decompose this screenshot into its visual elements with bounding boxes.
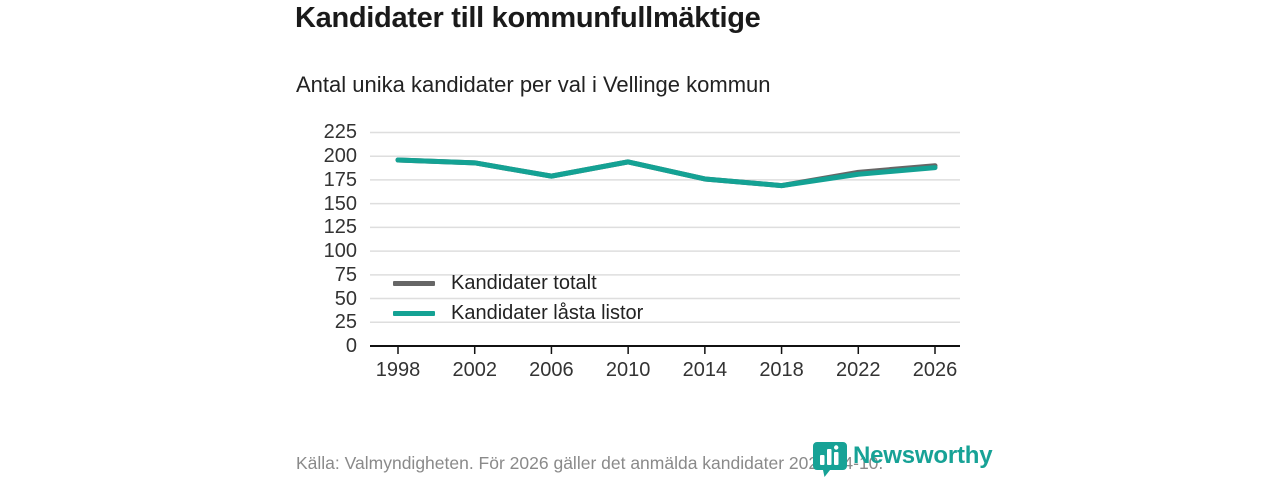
y-tick-label-50: 50 [334,287,357,310]
plot-area [370,131,960,354]
y-tick-label-175: 175 [323,168,357,191]
legend-label-totalt: Kandidater totalt [451,271,597,294]
y-tick-label-125: 125 [323,216,357,239]
legend-label-lasta-listor: Kandidater låsta listor [451,301,644,324]
y-tick-label-225: 225 [323,121,357,144]
legend-item-kandidater-lasta-listor: Kandidater låsta listor [393,298,643,328]
series-line-1 [395,157,938,189]
chart-subtitle: Antal unika kandidater per val i Velling… [296,72,771,97]
y-tick-label-150: 150 [323,192,357,215]
x-tick-label-2006: 2006 [529,359,574,381]
y-tick-label-0: 0 [345,335,357,357]
legend-swatch-lasta-listor [393,310,435,316]
x-tick-label-2002: 2002 [452,359,497,381]
source-note: Källa: Valmyndigheten. För 2026 gäller d… [296,453,884,473]
chart-legend: Kandidater totalt Kandidater låsta listo… [393,268,643,328]
chart-title: Kandidater till kommunfullmäktige [295,2,761,34]
legend-swatch-totalt [393,280,435,286]
legend-item-kandidater-totalt: Kandidater totalt [393,268,643,298]
x-tick-label-2010: 2010 [605,359,651,381]
x-tick-label-2018: 2018 [759,359,804,381]
newsworthy-logo: Newsworthy [812,440,993,478]
y-tick-label-75: 75 [334,263,357,286]
y-tick-label-25: 25 [334,311,357,334]
y-tick-label-100: 100 [323,240,357,263]
y-tick-label-200: 200 [323,145,357,168]
x-tick-label-2026: 2026 [912,359,958,381]
x-tick-label-2022: 2022 [836,359,881,381]
newsworthy-icon [813,442,847,477]
x-tick-label-1998: 1998 [375,359,421,381]
x-tick-label-2014: 2014 [682,359,728,381]
newsworthy-wordmark: Newsworthy [853,442,993,469]
